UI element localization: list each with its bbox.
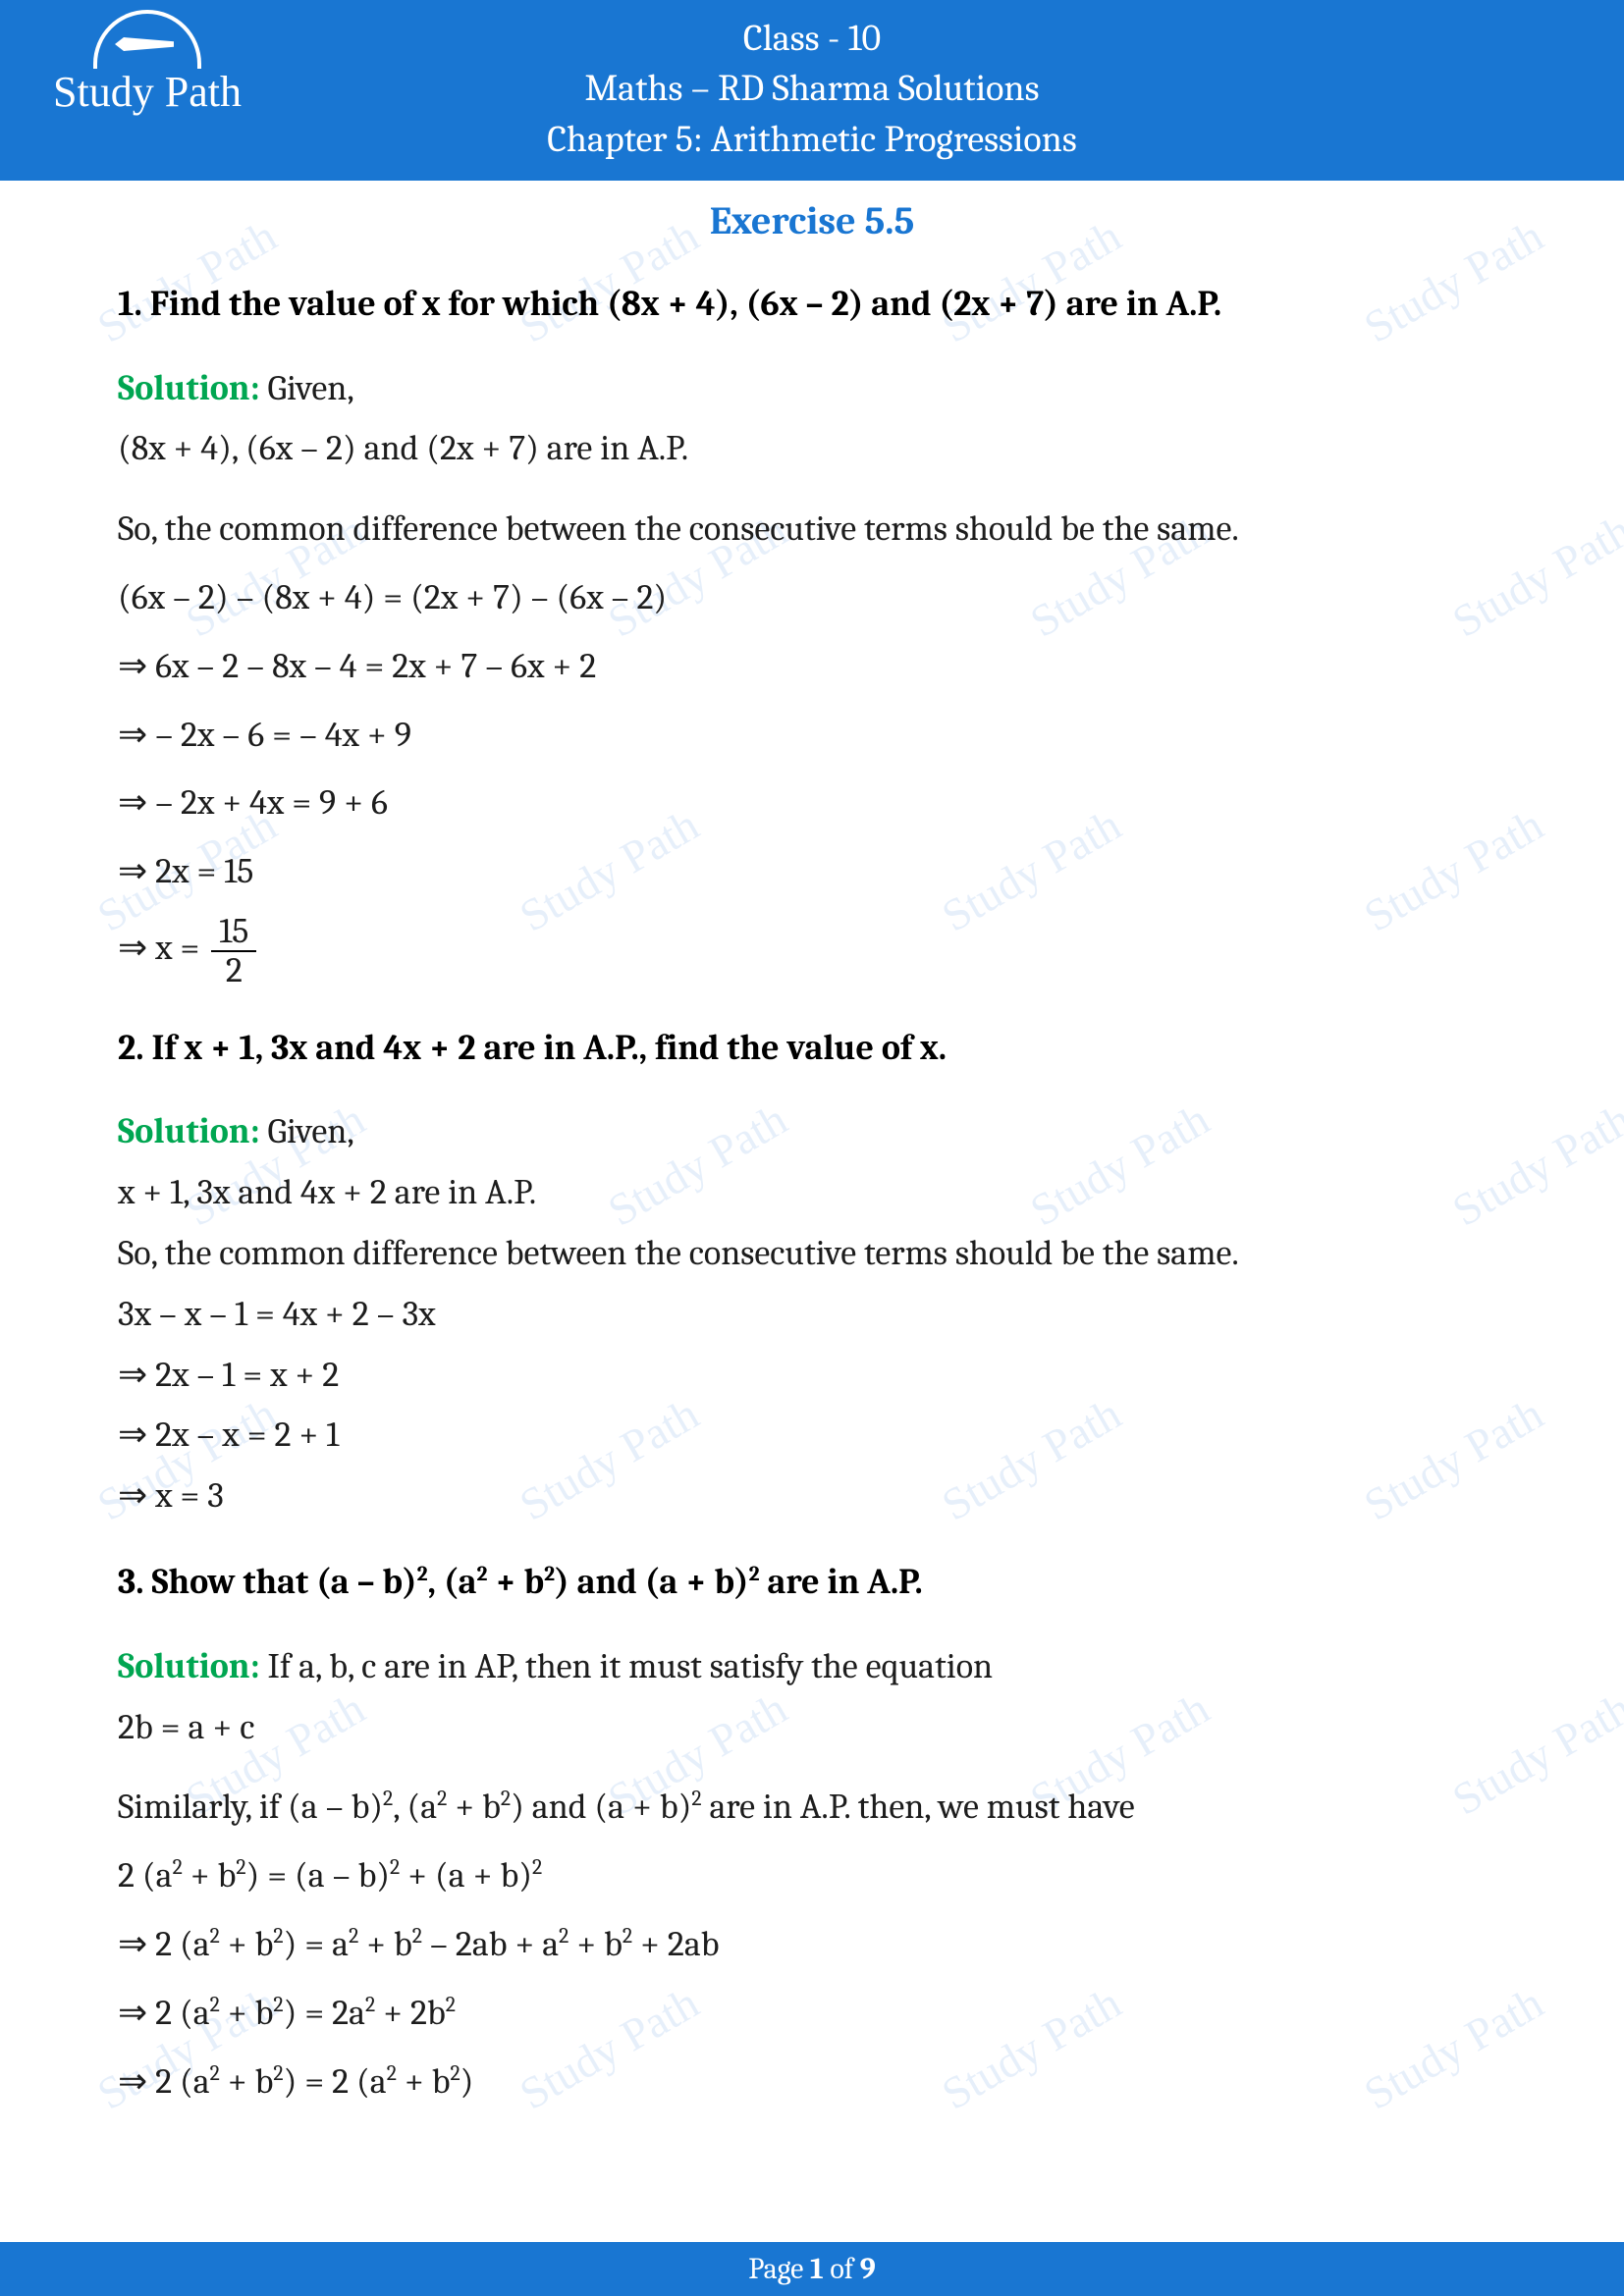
logo: Study Path <box>39 10 255 117</box>
logo-icon <box>93 10 201 69</box>
q3-eq: ⇒ 2 (a2 + b2) = 2a2 + 2b2 <box>118 1986 1506 2041</box>
q2-solution-line: Solution: Given, <box>118 1104 1506 1159</box>
q1-line: So, the common difference between the co… <box>118 502 1506 557</box>
q3-line: Similarly, if (a – b)2, (a2 + b2) and (a… <box>118 1780 1506 1835</box>
solution-label: Solution: <box>118 368 260 408</box>
q1-eq: ⇒ – 2x + 4x = 9 + 6 <box>118 775 1506 830</box>
logo-text: Study Path <box>39 67 255 117</box>
q3-eq: ⇒ 2 (a2 + b2) = 2 (a2 + b2) <box>118 2055 1506 2109</box>
q2-eq: ⇒ 2x – x = 2 + 1 <box>118 1408 1506 1463</box>
q1-eq: (6x – 2) – (8x + 4) = (2x + 7) – (6x – 2… <box>118 570 1506 625</box>
solution-label: Solution: <box>118 1646 260 1686</box>
q2-eq: ⇒ 2x – 1 = x + 2 <box>118 1348 1506 1403</box>
q2-eq: 3x – x – 1 = 4x + 2 – 3x <box>118 1287 1506 1342</box>
q1-eq: ⇒ – 2x – 6 = – 4x + 9 <box>118 708 1506 763</box>
q1-given: Given, <box>260 368 354 408</box>
q2-line: So, the common difference between the co… <box>118 1226 1506 1281</box>
q1-eq: ⇒ 2x = 15 <box>118 844 1506 899</box>
q1-eq6-lead: ⇒ x = <box>118 928 207 968</box>
denominator: 2 <box>211 952 256 989</box>
q1-line: (8x + 4), (6x – 2) and (2x + 7) are in A… <box>118 421 1506 476</box>
q3-eq: 2 (a2 + b2) = (a – b)2 + (a + b)2 <box>118 1848 1506 1903</box>
footer-total-pages: 9 <box>860 2252 876 2286</box>
footer-of-word: of <box>824 2252 860 2286</box>
numerator: 15 <box>211 913 256 952</box>
question-1-title: 1. Find the value of x for which (8x + 4… <box>118 277 1506 332</box>
q2-line: x + 1, 3x and 4x + 2 are in A.P. <box>118 1165 1506 1220</box>
q3-eq: ⇒ 2 (a2 + b2) = a2 + b2 – 2ab + a2 + b2 … <box>118 1917 1506 1972</box>
q1-solution-line: Solution: Given, <box>118 361 1506 416</box>
page-header: Study Path Class - 10 Maths – RD Sharma … <box>0 0 1624 181</box>
q3-solution-line: Solution: If a, b, c are in AP, then it … <box>118 1639 1506 1694</box>
q1-eq: ⇒ 6x – 2 – 8x – 4 = 2x + 7 – 6x + 2 <box>118 639 1506 694</box>
header-chapter: Chapter 5: Arithmetic Progressions <box>0 115 1624 165</box>
fraction: 152 <box>211 913 256 989</box>
q2-eq: ⇒ x = 3 <box>118 1468 1506 1523</box>
footer-current-page: 1 <box>810 2252 824 2286</box>
question-2-title: 2. If x + 1, 3x and 4x + 2 are in A.P., … <box>118 1021 1506 1076</box>
q1-eq-frac: ⇒ x = 152 <box>118 913 1506 989</box>
question-3-title: 3. Show that (a – b)2, (a2 + b2) and (a … <box>118 1555 1506 1610</box>
exercise-title: Exercise 5.5 <box>0 198 1624 243</box>
content-area: 1. Find the value of x for which (8x + 4… <box>0 277 1624 2109</box>
q2-given: Given, <box>260 1111 354 1151</box>
page-footer: Page 1 of 9 <box>0 2242 1624 2296</box>
footer-page-word: Page <box>748 2252 810 2286</box>
q3-line: If a, b, c are in AP, then it must satis… <box>260 1646 994 1686</box>
q3-line: 2b = a + c <box>118 1700 1506 1755</box>
solution-label: Solution: <box>118 1111 260 1151</box>
